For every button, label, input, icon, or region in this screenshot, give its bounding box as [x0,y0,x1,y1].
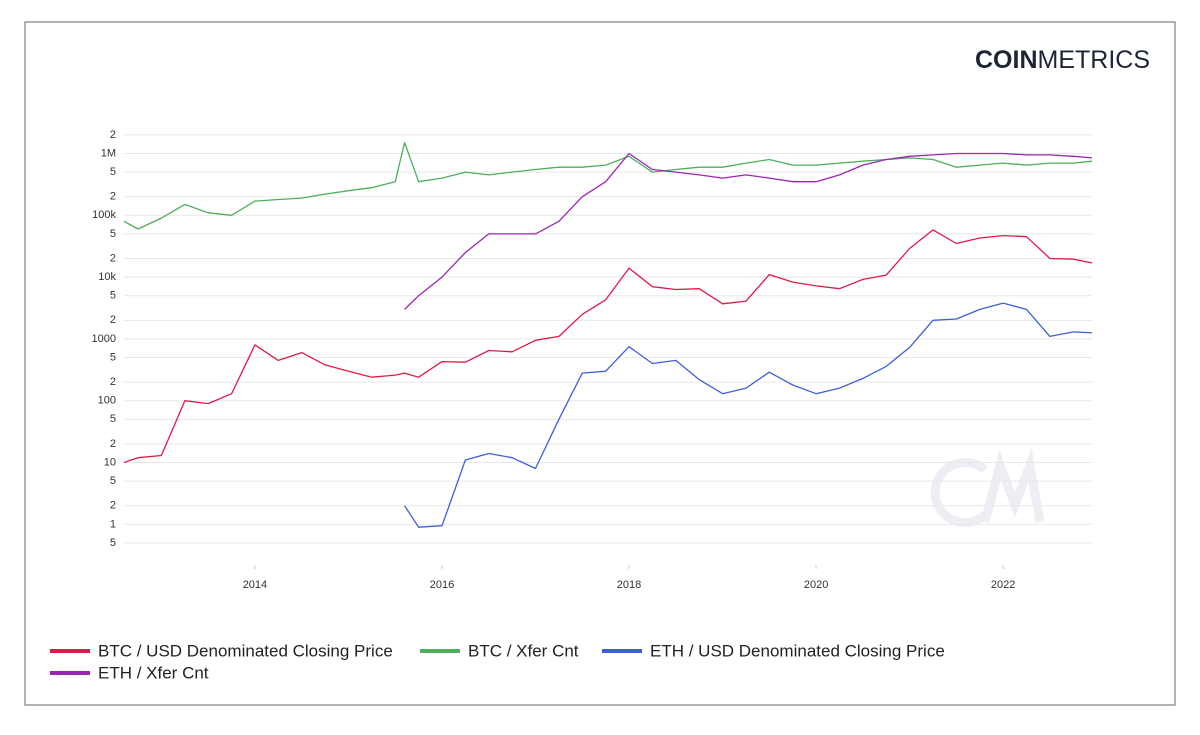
y-tick-label: 5 [110,537,116,549]
legend-label: BTC / Xfer Cnt [468,641,579,660]
y-tick-label: 2 [110,252,116,264]
series-line [123,141,1093,230]
legend-label: ETH / Xfer Cnt [98,663,209,682]
y-tick-label: 5 [110,413,116,425]
y-tick-label: 10k [98,271,116,283]
x-tick-label: 2016 [430,579,454,591]
y-tick-label: 1000 [92,333,116,345]
watermark-m [980,447,1045,524]
y-tick-label: 5 [110,228,116,240]
y-tick-label: 100 [98,395,116,407]
y-tick-label: 5 [110,351,116,363]
x-tick-label: 2014 [243,579,267,591]
x-tick-label: 2022 [991,579,1015,591]
y-tick-label: 5 [110,290,116,302]
y-tick-label: 2 [110,129,116,141]
frame [24,21,1176,706]
y-tick-label: 2 [110,438,116,450]
y-tick-label: 2 [110,314,116,326]
brand-light: METRICS [1038,46,1151,74]
series-line [404,152,1093,310]
y-tick-label: 10 [104,456,116,468]
plot: 5 1 2 5 10 2 5 100 2 5 1000 2 5 10k 2 5 100k 2 5 1M 2 2014 201… [92,129,1093,591]
legend-label: ETH / USD Denominated Closing Price [650,641,945,660]
y-tick-label: 2 [110,500,116,512]
brand-logo: COINMETRICS [975,46,1150,74]
y-tick-label: 2 [110,376,116,388]
y-tick-label: 2 [110,191,116,203]
legend-label: BTC / USD Denominated Closing Price [98,641,393,660]
series-line [404,302,1093,528]
y-tick-label: 1M [101,147,116,159]
x-tick-label: 2018 [617,579,641,591]
series-line [123,229,1093,464]
y-tick-label: 100k [92,209,116,221]
y-tick-label: 5 [110,166,116,178]
x-tick-label: 2020 [804,579,828,591]
y-tick-label: 1 [110,518,116,530]
y-tick-label: 5 [110,475,116,487]
brand-bold: COIN [975,46,1038,74]
